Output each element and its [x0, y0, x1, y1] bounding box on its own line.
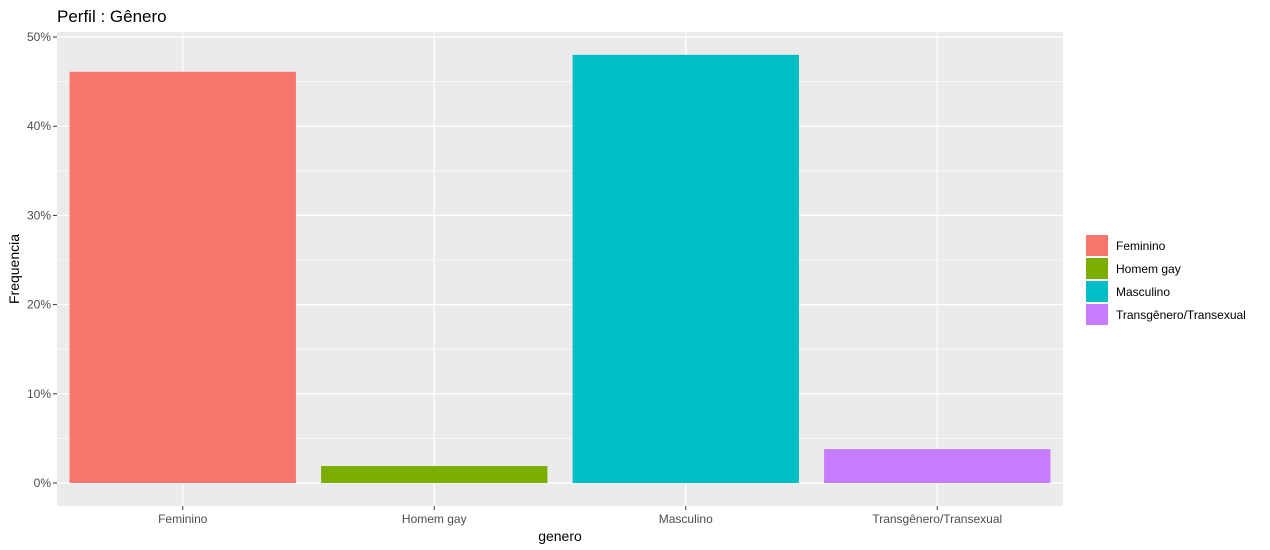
y-tick-label: 30% [27, 208, 51, 222]
legend-label: Homem gay [1116, 262, 1181, 276]
legend-label: Masculino [1116, 285, 1170, 299]
x-tick-label: Homem gay [402, 512, 467, 526]
legend-label: Feminino [1116, 239, 1166, 253]
y-tick-label: 10% [27, 387, 51, 401]
y-tick-label: 0% [34, 476, 52, 490]
legend-key [1086, 281, 1108, 302]
chart-title: Perfil : Gênero [57, 7, 167, 26]
y-tick-label: 50% [27, 30, 51, 44]
legend-label: Transgênero/Transexual [1116, 308, 1246, 322]
legend-key [1086, 304, 1108, 325]
x-axis-title: genero [538, 528, 582, 544]
y-tick-label: 20% [27, 298, 51, 312]
bars [69, 54, 1051, 484]
y-axis-title: Frequencia [6, 234, 22, 304]
x-tick-label: Feminino [158, 512, 208, 526]
x-axis: Feminino Homem gay Masculino Transgênero/Tr… [158, 506, 1002, 526]
bar-feminino [69, 71, 296, 484]
bar-masculino [572, 54, 799, 484]
x-tick-label: Transgênero/Transexual [872, 512, 1002, 526]
bar-transg-nero-transexual [824, 449, 1051, 483]
legend-key [1086, 235, 1108, 256]
bar-homem-gay [321, 466, 548, 483]
legend: Feminino Homem gay Masculino Transgênero/Tr… [1086, 235, 1246, 325]
y-axis: 0% 10% 20% 30% 40% 50% [27, 30, 57, 490]
x-tick-label: Masculino [659, 512, 713, 526]
legend-key [1086, 258, 1108, 279]
y-tick-label: 40% [27, 119, 51, 133]
